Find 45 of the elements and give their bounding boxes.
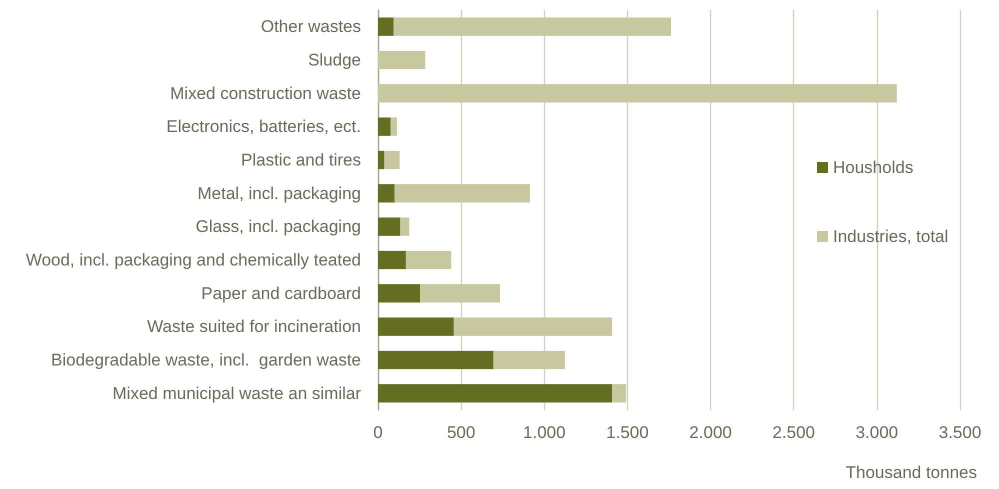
bar: [378, 350, 494, 370]
bar: [400, 218, 410, 236]
y-tick-label: Biodegradable waste, incl. garden waste: [51, 350, 361, 370]
y-tick-label: Wood, incl. packaging and chemically teated: [26, 250, 361, 270]
y-tick-label: Waste suited for incineration: [147, 317, 361, 336]
bar: [454, 318, 612, 336]
bar: [378, 184, 395, 202]
legend-label: Industries, total: [833, 227, 948, 246]
bar: [378, 284, 420, 302]
x-tick-label: 1.000: [523, 423, 566, 442]
x-tick-label: 3.500: [938, 423, 982, 442]
x-tick-label: 2.000: [689, 423, 732, 442]
x-axis-title: Thousand tonnes: [846, 463, 978, 482]
bar: [378, 84, 897, 102]
bar: [612, 384, 626, 402]
bar: [378, 18, 394, 36]
x-tick-label: 3.000: [856, 423, 898, 442]
y-tick-label: Electronics, batteries, ect.: [166, 117, 361, 136]
y-tick-label: Metal, incl. packaging: [198, 184, 361, 203]
bar: [378, 384, 612, 402]
bar: [384, 150, 400, 170]
bar: [378, 318, 454, 336]
bar: [420, 284, 500, 302]
legend-label: Housholds: [833, 158, 914, 177]
bar: [378, 250, 406, 270]
x-tick-label: 2.500: [772, 423, 815, 442]
bar: [406, 250, 452, 270]
y-tick-label: Mixed municipal waste an similar: [112, 384, 362, 403]
bar: [378, 218, 400, 236]
bar: [394, 18, 671, 36]
y-tick-label: Mixed construction waste: [170, 84, 361, 103]
x-tick-label: 1.500: [606, 423, 649, 442]
bar: [390, 118, 397, 136]
y-tick-label: Other wastes: [260, 17, 361, 36]
bar: [378, 118, 391, 136]
bar: [394, 184, 530, 202]
x-tick-label: 500: [446, 423, 476, 442]
bar: [493, 350, 565, 370]
bar: [378, 50, 426, 70]
bar: [378, 150, 384, 170]
x-tick-label: 0: [373, 423, 383, 442]
y-tick-label: Sludge: [308, 50, 361, 70]
y-tick-label: Paper and cardboard: [201, 284, 361, 303]
y-tick-label: Glass, incl. packaging: [196, 217, 361, 236]
y-tick-label: Plastic and tires: [241, 150, 361, 170]
